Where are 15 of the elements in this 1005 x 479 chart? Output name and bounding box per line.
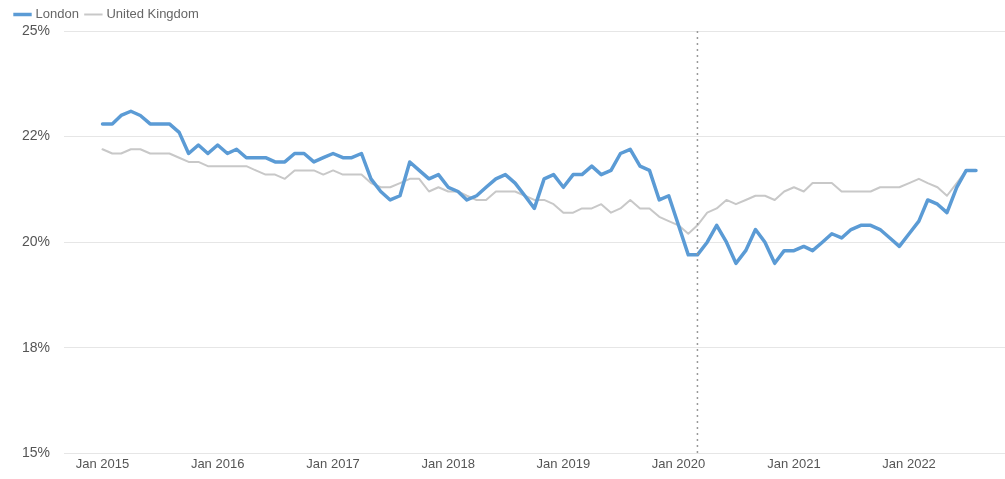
y-tick-label: 18% xyxy=(21,338,51,355)
legend-label: London xyxy=(35,6,79,22)
y-tick-label: 22% xyxy=(21,127,51,144)
x-tick-label: Jan 2016 xyxy=(190,455,245,471)
y-tick-label: 20% xyxy=(21,233,51,250)
x-tick-label: Jan 2020 xyxy=(651,455,706,471)
y-tick-label: 25% xyxy=(21,21,51,38)
x-tick-label: Jan 2017 xyxy=(306,455,360,471)
x-tick-label: Jan 2019 xyxy=(536,455,591,471)
x-tick-label: Jan 2015 xyxy=(75,455,130,471)
y-tick-label: 15% xyxy=(21,444,51,461)
x-tick-label: Jan 2018 xyxy=(421,455,475,471)
x-tick-label: Jan 2022 xyxy=(882,455,936,471)
legend-label: United Kingdom xyxy=(106,6,199,22)
x-tick-label: Jan 2021 xyxy=(767,455,821,471)
